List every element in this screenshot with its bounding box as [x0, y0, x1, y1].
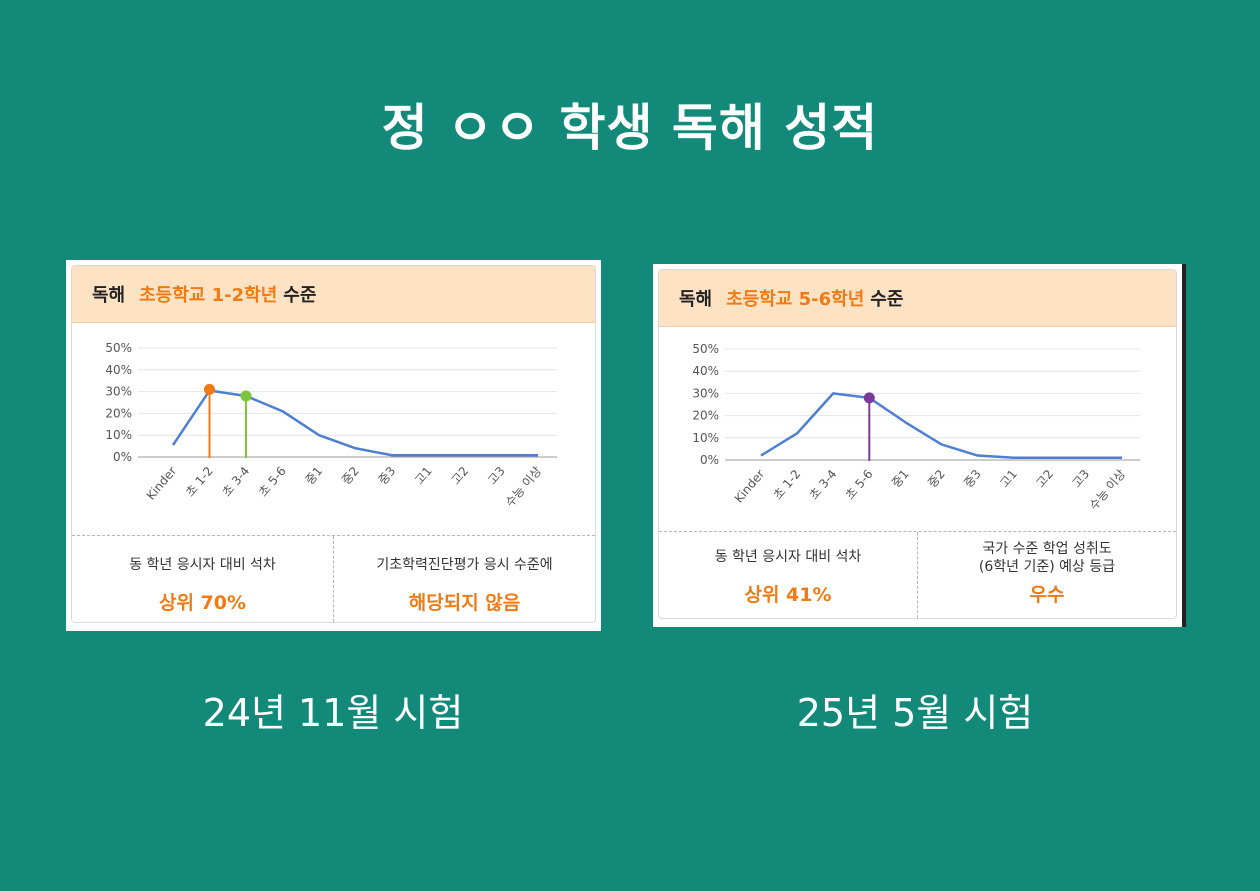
- x-tick-label: 고3: [1069, 467, 1092, 490]
- x-tick-label: 중3: [376, 464, 399, 487]
- level-cell: 기초학력진단평가 응시 수준에 해당되지 않음: [333, 536, 595, 622]
- header-suffix: 수준: [870, 289, 904, 310]
- level-label: 기초학력진단평가 응시 수준에: [376, 557, 553, 573]
- header-prefix: 독해: [92, 285, 126, 306]
- x-tick-label: 수능 이상: [503, 464, 545, 510]
- x-tick-label: 중3: [961, 467, 984, 490]
- card-header: 독해 초등학교 1-2학년 수준: [72, 266, 595, 323]
- x-tick-label: 고1: [997, 467, 1020, 490]
- rank-value: 상위 70%: [158, 592, 247, 614]
- caption-may-2025: 25년 5월 시험: [796, 691, 1034, 735]
- y-tick-label: 50%: [692, 342, 719, 356]
- y-tick-label: 0%: [700, 453, 719, 467]
- grade-label-line1: 국가 수준 학업 성취도: [982, 541, 1112, 557]
- x-tick-label: 초 1-2: [183, 464, 216, 499]
- y-tick-label: 20%: [105, 406, 132, 420]
- data-point-marker: [240, 390, 252, 402]
- x-tick-label: 고2: [1033, 467, 1056, 490]
- x-tick-label: 초 5-6: [256, 464, 289, 499]
- header-suffix: 수준: [283, 285, 317, 306]
- x-tick-label: 고3: [485, 464, 508, 487]
- rank-label: 동 학년 응시자 대비 석차: [714, 549, 862, 565]
- x-tick-label: Kinder: [144, 464, 180, 503]
- y-tick-label: 10%: [692, 431, 719, 445]
- rank-label: 동 학년 응시자 대비 석차: [129, 557, 276, 573]
- x-tick-label: 중1: [889, 467, 912, 490]
- x-tick-label: Kinder: [732, 467, 768, 506]
- header-level: 초등학교 1-2학년: [139, 285, 278, 306]
- line-chart: 0% 10% 20% 30% 40% 50% Kinder 초 1-2 초 3-4 초 5-6 중1…: [105, 341, 557, 510]
- grade-label-line2: (6학년 기준) 예상 등급: [978, 559, 1116, 575]
- caption-nov-2024: 24년 11월 시험: [202, 691, 464, 735]
- x-tick-label: 초 3-4: [219, 464, 252, 499]
- stats-row: 동 학년 응시자 대비 석차 상위 41% 국가 수준 학업 성취도 (6학년 …: [659, 531, 1176, 618]
- data-point-marker: [204, 383, 215, 395]
- grade-cell: 국가 수준 학업 성취도 (6학년 기준) 예상 등급 우수: [917, 532, 1176, 618]
- x-tick-label: 중2: [925, 467, 948, 490]
- rank-cell: 동 학년 응시자 대비 석차 상위 70%: [72, 536, 333, 622]
- series-line: [760, 392, 1122, 460]
- header-level: 초등학교 5-6학년: [726, 289, 865, 310]
- card-header: 독해 초등학교 5-6학년 수준: [659, 270, 1176, 327]
- y-tick-label: 40%: [692, 364, 719, 378]
- x-tick-label: 고1: [412, 464, 435, 487]
- y-tick-label: 50%: [105, 341, 132, 355]
- y-tick-label: 0%: [113, 450, 132, 464]
- level-value: 해당되지 않음: [408, 592, 521, 614]
- page-title: 정 ㅇㅇ 학생 독해 성적: [381, 99, 879, 157]
- card-panel: 독해 초등학교 5-6학년 수준 0% 10% 20% 30% 40% 50% Kinder…: [658, 269, 1177, 619]
- rank-value: 상위 41%: [744, 584, 832, 606]
- grade-value: 우수: [1029, 584, 1065, 606]
- x-tick-label: 중1: [303, 464, 326, 487]
- result-card-may-2025: 독해 초등학교 5-6학년 수준 0% 10% 20% 30% 40% 50% Kinder…: [653, 264, 1186, 627]
- x-tick-label: 중2: [339, 464, 362, 487]
- x-tick-label: 초 5-6: [843, 467, 876, 502]
- x-tick-label: 초 1-2: [771, 467, 804, 502]
- x-tick-label: 초 3-4: [807, 467, 840, 502]
- x-tick-label: 고2: [449, 464, 472, 487]
- y-tick-label: 20%: [692, 409, 719, 423]
- rank-cell: 동 학년 응시자 대비 석차 상위 41%: [659, 532, 917, 618]
- stats-row: 동 학년 응시자 대비 석차 상위 70% 기초학력진단평가 응시 수준에 해당…: [72, 535, 595, 622]
- data-point-marker: [863, 392, 875, 404]
- card-panel: 독해 초등학교 1-2학년 수준 0% 10% 20% 30% 40% 50% Kinder…: [71, 265, 596, 623]
- y-tick-label: 10%: [105, 428, 132, 442]
- y-tick-label: 40%: [105, 363, 132, 377]
- y-tick-label: 30%: [105, 385, 132, 399]
- series-line: [171, 389, 538, 457]
- result-card-nov-2024: 독해 초등학교 1-2학년 수준 0% 10% 20% 30% 40% 50% Kinder…: [66, 260, 601, 631]
- header-prefix: 독해: [679, 289, 713, 310]
- y-tick-label: 30%: [692, 386, 719, 400]
- x-tick-label: 수능 이상: [1087, 467, 1129, 513]
- line-chart: 0% 10% 20% 30% 40% 50% Kinder 초 1-2 초 3-4 초 5-6 중1…: [692, 342, 1140, 513]
